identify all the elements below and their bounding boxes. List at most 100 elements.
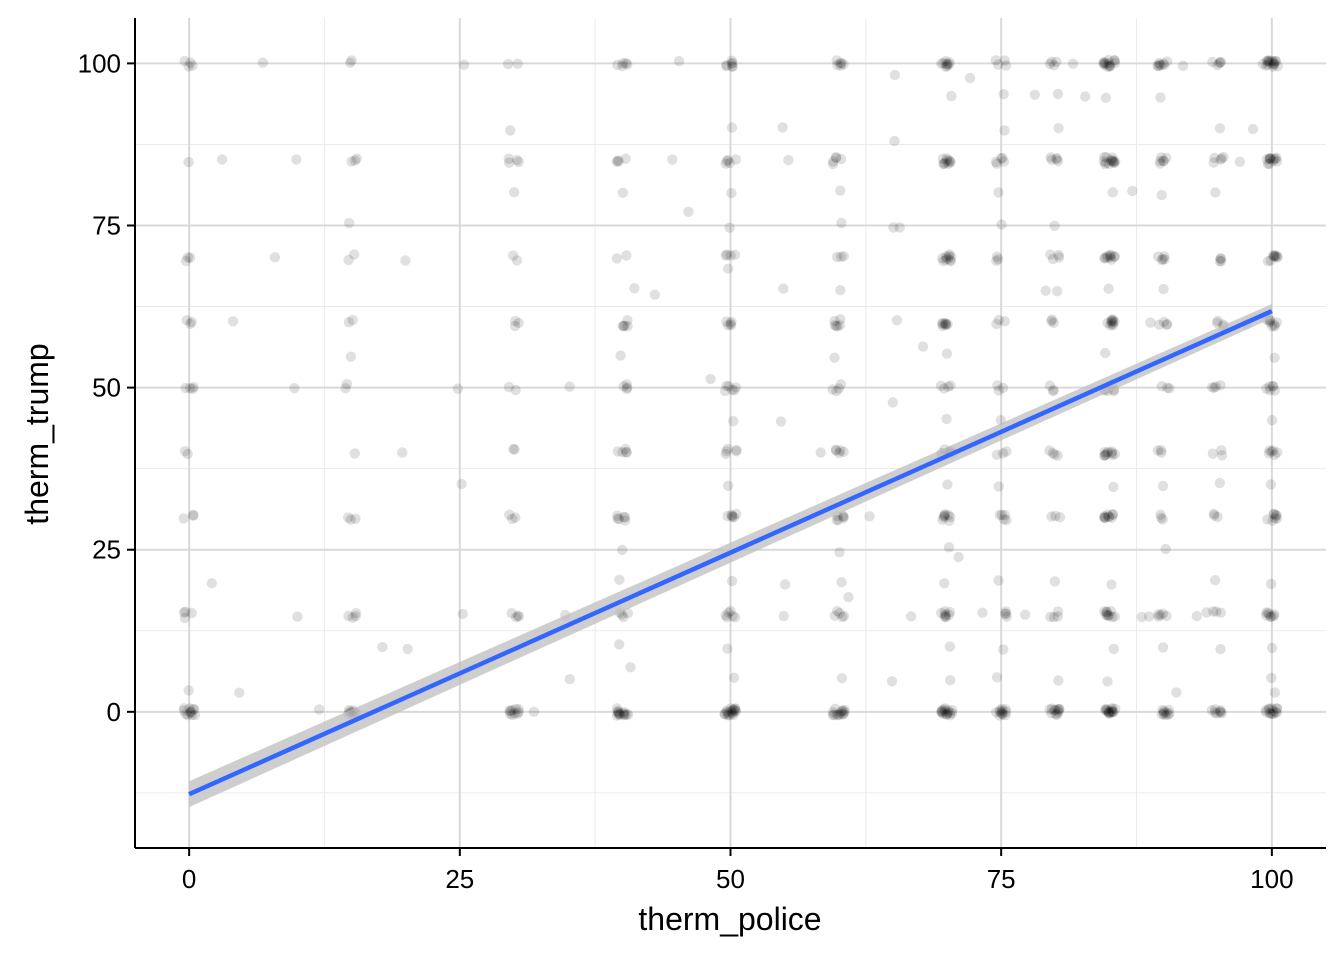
data-point (1265, 153, 1276, 164)
data-point (1216, 256, 1227, 267)
data-point (1270, 250, 1282, 261)
grid-major-lines (135, 18, 1326, 848)
data-point (1108, 481, 1119, 493)
data-point (1270, 707, 1281, 718)
data-point (721, 706, 732, 718)
data-point (838, 251, 849, 262)
data-point (292, 611, 303, 622)
data-point (993, 314, 1005, 326)
data-point (180, 606, 191, 617)
data-point (186, 706, 197, 717)
data-point (838, 512, 849, 524)
x-tick-label: 25 (445, 864, 474, 894)
data-point (504, 509, 515, 520)
data-point (1267, 381, 1278, 392)
data-point (1053, 252, 1065, 263)
data-point (621, 447, 632, 458)
data-point (945, 710, 956, 721)
data-point (1157, 642, 1169, 653)
data-point (1264, 445, 1275, 456)
data-point (1101, 705, 1112, 716)
data-point (1212, 315, 1224, 327)
data-point (831, 55, 842, 66)
data-point (1154, 156, 1166, 167)
data-point (829, 352, 840, 363)
data-point (1107, 320, 1119, 331)
data-point (1106, 254, 1117, 265)
data-point (1099, 606, 1110, 617)
data-point (1158, 283, 1169, 295)
data-point (1102, 317, 1113, 329)
data-point (834, 447, 845, 459)
data-point (991, 158, 1003, 169)
data-point (996, 703, 1008, 715)
data-point (1268, 59, 1279, 70)
y-tick-label: 75 (92, 211, 121, 241)
data-point (649, 289, 660, 300)
data-point (945, 511, 956, 523)
data-point (1270, 56, 1281, 67)
data-point (1049, 449, 1060, 460)
data-point (1265, 708, 1276, 719)
data-point (343, 317, 355, 328)
data-point (940, 55, 951, 67)
data-point (1101, 606, 1113, 618)
data-point (941, 413, 952, 425)
data-point (720, 158, 731, 169)
data-point (1052, 88, 1064, 100)
data-point (936, 706, 947, 718)
data-point (1044, 704, 1055, 715)
data-point (1159, 251, 1170, 262)
data-point (731, 444, 742, 456)
data-point (1210, 381, 1222, 392)
data-point (1212, 511, 1223, 523)
data-point (1046, 154, 1057, 165)
data-point (1268, 58, 1280, 70)
data-point (1107, 155, 1119, 166)
data-point (188, 382, 199, 393)
data-point (1267, 155, 1279, 167)
data-point (564, 674, 575, 685)
data-point (940, 319, 952, 330)
data-point (941, 709, 952, 720)
data-point (1161, 56, 1173, 67)
data-points (178, 54, 1283, 721)
data-point (723, 263, 734, 274)
data-point (1266, 446, 1277, 457)
data-point (1247, 123, 1259, 135)
data-point (1051, 56, 1062, 67)
data-point (833, 709, 844, 721)
data-point (1201, 607, 1212, 618)
data-point (1067, 58, 1079, 69)
data-point (1099, 151, 1110, 163)
data-point (994, 705, 1006, 716)
data-point (728, 709, 739, 720)
data-point (1154, 319, 1165, 330)
data-point (1209, 575, 1221, 586)
data-point (834, 607, 845, 619)
data-point (997, 705, 1008, 717)
data-point (1160, 543, 1171, 555)
data-point (944, 249, 955, 260)
data-point (504, 705, 515, 716)
data-point (1109, 316, 1120, 327)
data-point (728, 672, 740, 683)
data-point (1048, 384, 1059, 396)
data-point (1108, 156, 1119, 167)
data-point (508, 187, 520, 198)
data-point (827, 158, 839, 170)
data-point (1153, 251, 1164, 262)
data-point (234, 687, 245, 698)
y-tick-label: 50 (92, 373, 121, 403)
data-point (1268, 61, 1279, 72)
data-point (1161, 610, 1172, 622)
data-point (1109, 611, 1121, 622)
data-point (612, 155, 623, 166)
data-point (1044, 58, 1056, 70)
data-point (964, 72, 976, 84)
data-point (1191, 610, 1203, 622)
data-point (506, 608, 517, 619)
data-point (180, 708, 191, 720)
data-point (990, 156, 1002, 168)
data-point (940, 61, 952, 72)
